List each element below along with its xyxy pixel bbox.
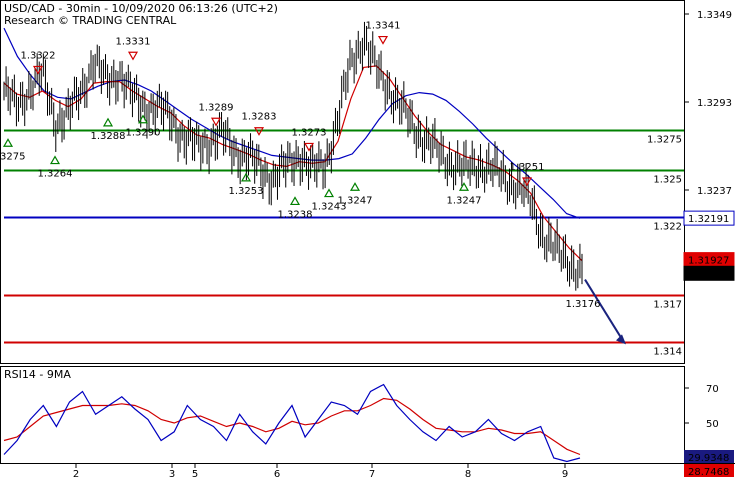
low-annotation: 1.3247: [338, 195, 373, 206]
low-annotation: 1.3238: [278, 209, 313, 220]
rsi-tick-label: 70: [706, 384, 719, 395]
level-label: 1.322: [653, 222, 682, 233]
rsi-tick-label: 50: [706, 419, 719, 430]
x-tick-label: 5: [192, 469, 198, 480]
support-triangle-icon: [49, 155, 61, 165]
swing-markers: 1.3322 1.3331 1.3341 1.3289 1.3283 1.3273 1.32…: [0, 21, 601, 310]
projection-line: [584, 279, 625, 343]
rsi-value-tag: [684, 464, 734, 477]
rsi-value-tag-label: 28.7468: [688, 467, 729, 478]
price-axis-ticks: 1.3349 1.3293 1.3237 1.32191 1.31927 1.3184: [683, 10, 735, 281]
rsi-ma-line: [3, 397, 581, 456]
support-triangle-icon: [137, 114, 149, 124]
fast-moving-average: [3, 65, 583, 262]
low-annotation: 1.3275: [0, 151, 26, 162]
support-triangle-icon: [102, 117, 114, 127]
resistance-triangle-icon: [303, 142, 315, 152]
price-tag: [683, 265, 735, 281]
level-label: 1.314: [653, 347, 682, 358]
high-annotation: 1.3273: [292, 127, 327, 138]
rsi-line: [3, 383, 581, 463]
rsi-value-tag-label: 29.9348: [688, 453, 729, 464]
support-triangle-icon: [323, 188, 335, 198]
low-annotation: 1.3290: [126, 128, 161, 139]
y-tick-label: 1.3349: [697, 10, 732, 21]
level-label: 1.3275: [647, 135, 682, 146]
target-annotation: 1.3176: [566, 299, 601, 310]
y-tick-label: 1.3237: [697, 186, 732, 197]
resistance-triangle-icon: [377, 35, 389, 45]
horizontal-levels: 1.3275 1.325 1.322 1.317 1.314: [4, 129, 684, 358]
level-label: 1.325: [653, 175, 682, 186]
resistance-triangle-icon: [210, 117, 222, 127]
x-tick-label: 6: [274, 469, 280, 480]
high-annotation: 1.3289: [199, 102, 234, 113]
price-bars: [3, 21, 583, 291]
level-label: 1.317: [653, 300, 682, 311]
x-tick-label: 3: [169, 469, 175, 480]
price-tag-label: 1.31927: [688, 256, 729, 267]
low-annotation: 1.3288: [91, 131, 126, 142]
low-annotation: 1.3253: [229, 186, 264, 197]
high-annotation: 1.3341: [366, 21, 401, 32]
projection-arrow: [584, 279, 626, 345]
rsi-title: RSI14 - 9MA: [4, 368, 71, 381]
support-triangle-icon: [289, 196, 301, 206]
low-annotation: 1.3264: [38, 169, 73, 180]
date-axis-ticks: 2 3 5 6 7 8 9: [73, 463, 568, 480]
rsi-value-tag: [684, 450, 734, 463]
x-tick-label: 7: [369, 469, 375, 480]
price-tag-label: 1.3184: [688, 269, 723, 280]
high-annotation: 1.3322: [21, 50, 56, 61]
resistance-triangle-icon: [253, 127, 265, 136]
high-annotation: 1.3331: [116, 36, 151, 47]
resistance-triangle-icon: [32, 65, 44, 75]
chart-header-line2: Research © TRADING CENTRAL: [4, 14, 177, 27]
support-triangle-icon: [240, 172, 252, 182]
resistance-triangle-icon: [127, 51, 139, 61]
low-annotation: 1.3243: [312, 202, 347, 213]
support-triangle-icon: [458, 182, 470, 191]
high-annotation: 1.3251: [510, 162, 545, 173]
support-triangle-icon: [2, 138, 14, 147]
x-tick-label: 2: [73, 469, 79, 480]
y-tick-label: 1.3293: [697, 98, 732, 109]
price-tag-label: 1.32191: [688, 214, 729, 225]
support-triangle-icon: [349, 182, 361, 191]
x-tick-label: 8: [465, 469, 471, 480]
price-panel-frame: [0, 0, 685, 364]
projection-arrowhead: [616, 334, 626, 345]
chart-header-line1: USD/CAD - 30min - 10/09/2020 06:13:26 (U…: [4, 2, 278, 15]
low-annotation: 1.3247: [447, 195, 482, 206]
fast-ma-line: [3, 65, 583, 262]
resistance-triangle-icon: [521, 177, 533, 187]
price-tag: [683, 210, 735, 226]
rsi-panel-frame: [0, 366, 685, 464]
high-annotation: 1.3283: [242, 112, 277, 123]
x-tick-label: 9: [562, 469, 568, 480]
rsi-panel: RSI14 - 9MA 70 50 29.9348 28.7468: [3, 368, 734, 478]
